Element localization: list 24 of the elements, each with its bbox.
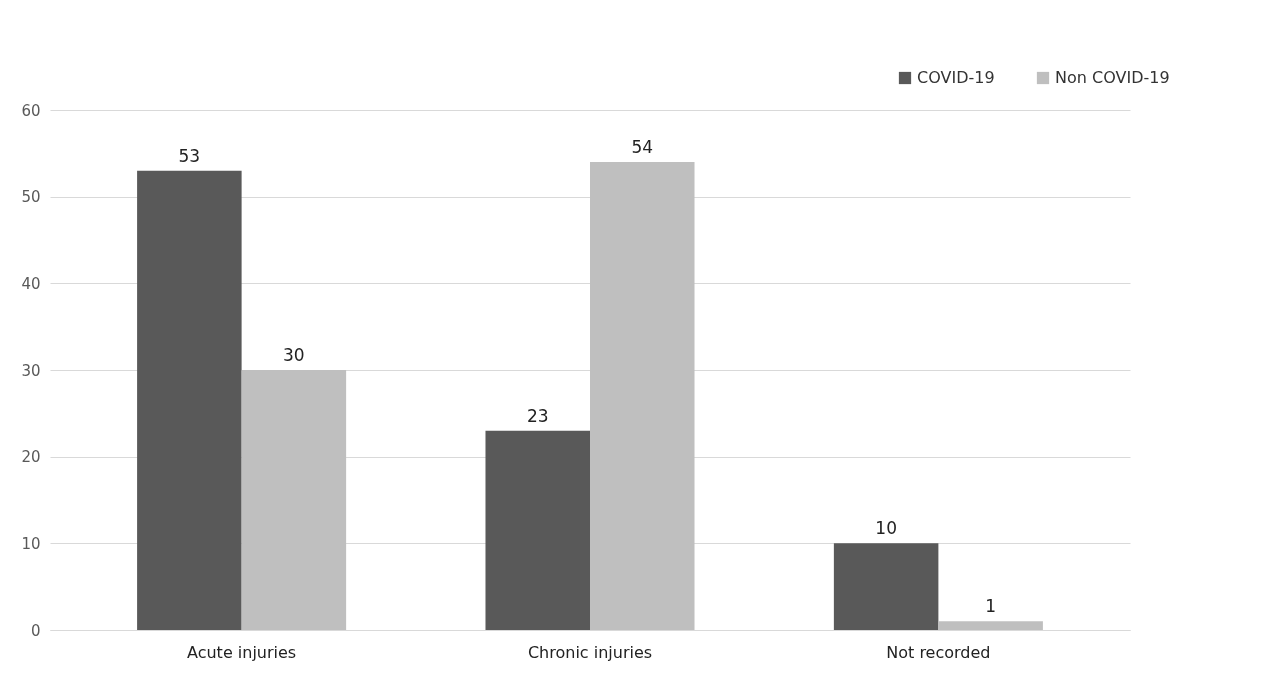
y-tick-label: 40 (21, 274, 41, 293)
bar (590, 162, 695, 630)
y-tick-label: 10 (21, 534, 41, 553)
bar (137, 170, 242, 630)
data-label: 53 (178, 145, 201, 166)
bar (241, 370, 347, 630)
data-label: 10 (875, 518, 897, 539)
y-tick-label: 30 (21, 361, 41, 380)
x-tick-label: Chronic injuries (527, 642, 653, 662)
data-label: 30 (283, 345, 305, 365)
data-label: 1 (985, 596, 997, 617)
y-tick-label: 20 (21, 448, 41, 467)
x-tick-label: Acute injuries (187, 642, 297, 662)
x-tick-label: Not recorded (886, 642, 991, 662)
y-tick-label: 0 (30, 621, 41, 640)
legend-label: COVID-19 (917, 68, 995, 87)
data-label: 54 (631, 137, 654, 157)
legend-label: Non COVID-19 (1055, 68, 1170, 87)
data-label: 23 (526, 405, 549, 426)
y-tick-label: 60 (21, 101, 41, 120)
bar (833, 543, 939, 630)
bar (485, 430, 590, 630)
bar (938, 621, 1043, 630)
y-tick-label: 50 (21, 188, 41, 207)
